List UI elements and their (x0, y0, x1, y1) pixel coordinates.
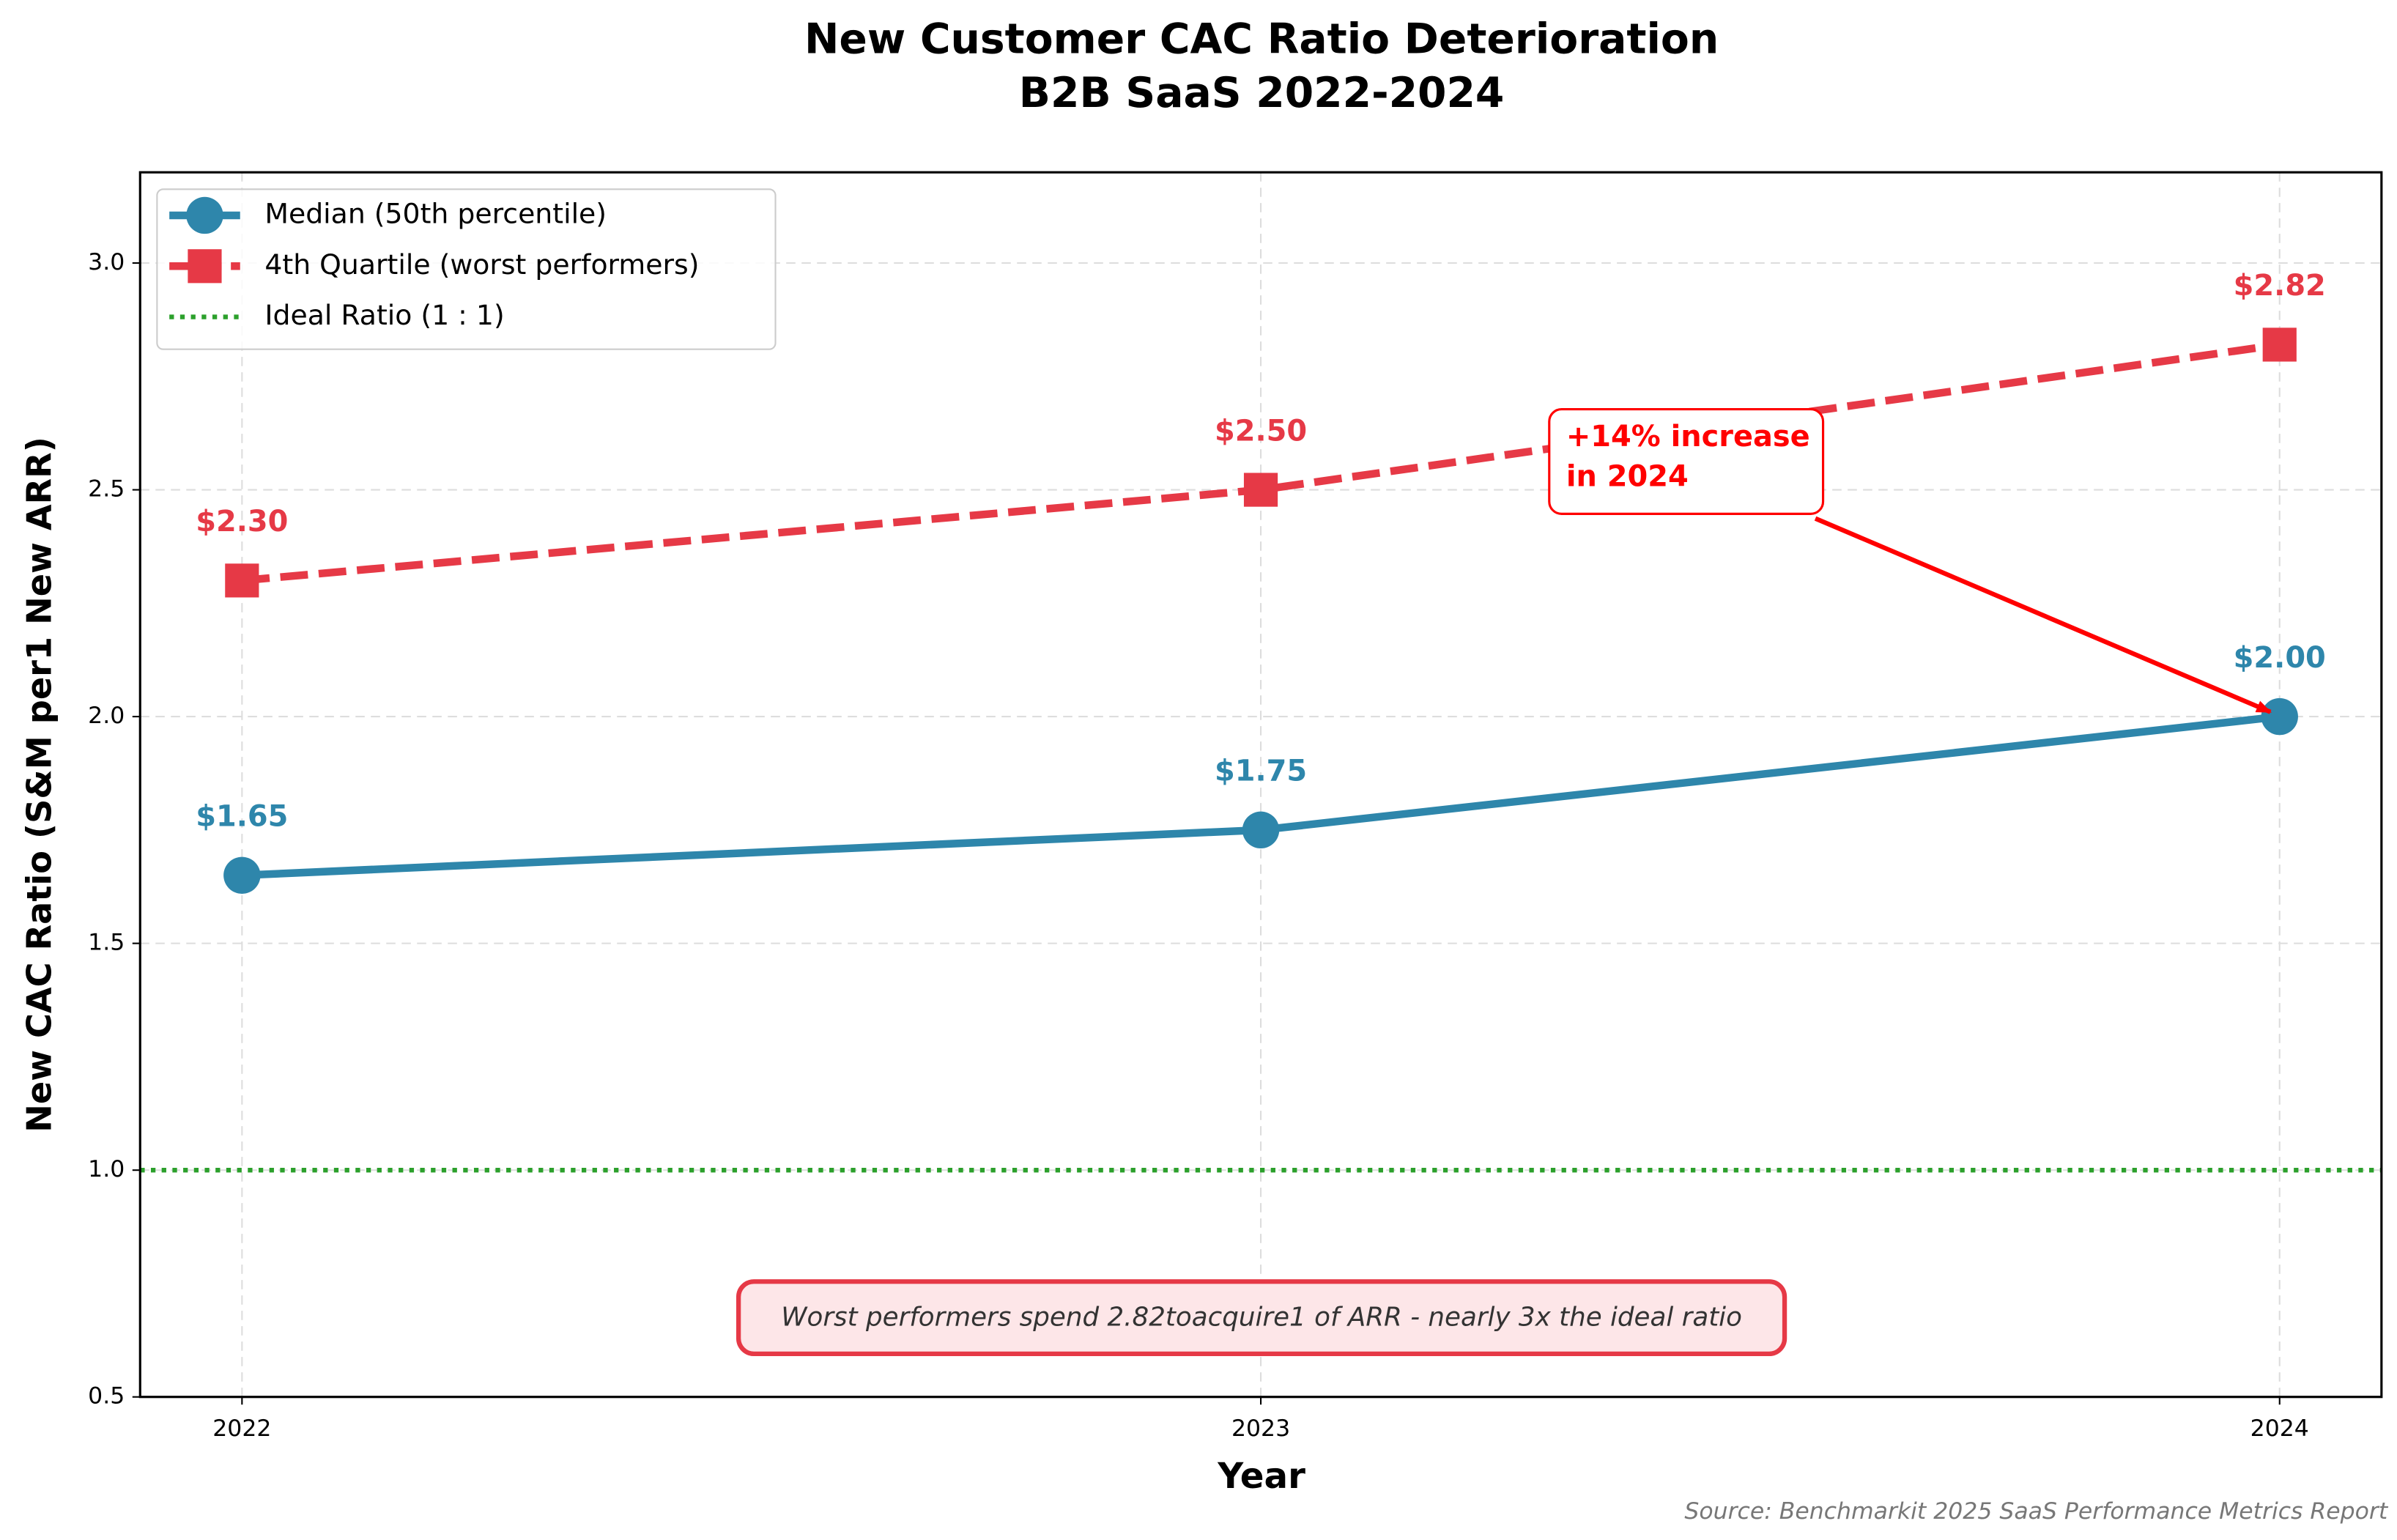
data-label: $2.00 (2234, 641, 2326, 675)
y-tick-label: 1.0 (88, 1156, 125, 1182)
chart-title: B2B SaaS 2022-2024 (1019, 69, 1505, 117)
data-point (2262, 327, 2297, 362)
data-label: $2.50 (1215, 414, 1307, 448)
y-tick-label: 2.0 (88, 703, 125, 729)
annotation-box (1548, 407, 1825, 515)
y-axis-label: New CAC Ratio (S&M per1 New ARR) (19, 437, 59, 1133)
data-label: $2.30 (196, 505, 288, 538)
annotation-text: +14% increase (1566, 420, 1810, 454)
y-tick-label: 1.5 (88, 930, 125, 956)
data-point (1242, 811, 1280, 849)
y-tick-label: 3.0 (88, 249, 125, 275)
data-label: $2.82 (2234, 269, 2326, 303)
data-point (223, 856, 261, 894)
y-tick-label: 0.5 (88, 1383, 125, 1410)
legend-box (156, 188, 777, 350)
note-text: Worst performers spend 2.82toacquire1 of… (781, 1303, 1742, 1333)
note-box (736, 1279, 1787, 1357)
chart-title: New Customer CAC Ratio Deterioration (804, 15, 1719, 63)
source-note: Source: Benchmarkit 2025 SaaS Performanc… (1684, 1498, 2388, 1525)
x-tick-label: 2024 (2250, 1415, 2309, 1442)
plot-frame (138, 171, 2383, 1399)
legend-label: Ideal Ratio (1 : 1) (264, 299, 504, 331)
y-tick-label: 2.5 (88, 476, 125, 503)
data-point (2261, 697, 2298, 736)
legend-marker (188, 249, 222, 284)
annotation-text: in 2024 (1566, 460, 1689, 494)
data-label: $1.65 (196, 800, 288, 834)
data-label: $1.75 (1215, 755, 1307, 788)
x-tick-label: 2023 (1231, 1415, 1290, 1442)
annotation-arrow (1814, 516, 2272, 714)
x-tick-label: 2022 (212, 1415, 271, 1442)
legend-label: Median (50th percentile) (264, 197, 607, 229)
x-axis-label: Year (1217, 1456, 1305, 1497)
legend-label: 4th Quartile (worst performers) (264, 248, 699, 281)
legend-marker (186, 196, 223, 234)
data-point (1243, 473, 1278, 507)
data-point (225, 563, 259, 598)
